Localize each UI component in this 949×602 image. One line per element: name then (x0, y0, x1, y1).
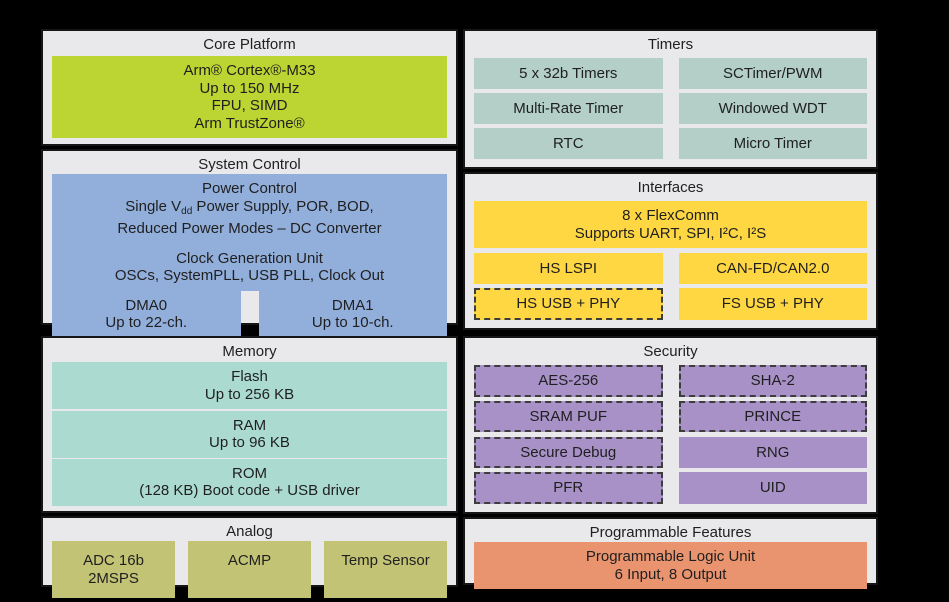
block-sram-puf: SRAM PUF (474, 400, 663, 433)
panel-title-timers: Timers (647, 36, 694, 53)
text-line: Up to 96 KB (209, 434, 290, 451)
panel-system-control: System Control Power Control Single Vdd … (41, 149, 458, 338)
block-flash: Flash Up to 256 KB (52, 362, 447, 410)
block-rom: ROM (128 KB) Boot code + USB driver (52, 458, 447, 506)
block-can-fd: CAN-FD/CAN2.0 (678, 252, 867, 284)
panel-security: Security AES-256 SHA-2 SRAM PUF PRINCE S… (463, 336, 878, 514)
block-secure-debug: Secure Debug (474, 436, 663, 469)
panel-timers: Timers 5 x 32b Timers SCTimer/PWM Multi-… (463, 29, 878, 169)
block-pfr: PFR (474, 472, 663, 504)
panel-title-programmable-features: Programmable Features (589, 524, 752, 541)
block-rtc: RTC (474, 127, 663, 160)
block-aes-256: AES-256 (474, 365, 663, 397)
panel-interfaces: Interfaces 8 x FlexComm Supports UART, S… (463, 172, 878, 330)
text-line: Supports UART, SPI, I²C, I²S (574, 224, 767, 242)
panel-memory: Memory Flash Up to 256 KB RAM Up to 96 K… (41, 336, 458, 513)
block-plu: Programmable Logic Unit 6 Input, 8 Outpu… (474, 542, 867, 589)
block-prince: PRINCE (678, 400, 867, 433)
text-line: Flash (231, 368, 268, 386)
text-line: Up to 10-ch. (311, 314, 394, 331)
text-line: Single Vdd Power Supply, POR, BOD, (125, 197, 374, 217)
text-line: Programmable Logic Unit (585, 548, 756, 565)
text-line: Up to 256 KB (204, 385, 295, 403)
block-adc: ADC 16b 2MSPS (52, 541, 175, 598)
panel-title-security: Security (643, 343, 698, 360)
text-line: Up to 150 MHz (199, 79, 300, 97)
block-power-control: Power Control Single Vdd Power Supply, P… (52, 174, 447, 244)
block-fs-usb-phy: FS USB + PHY (678, 288, 867, 320)
text-line: DMA0 (125, 296, 168, 314)
text-line: Arm TrustZone® (194, 114, 305, 132)
panel-programmable-features: Programmable Features Programmable Logic… (463, 517, 878, 589)
block-windowed-wdt: Windowed WDT (678, 92, 867, 125)
text-line: (128 KB) Boot code + USB driver (139, 482, 360, 500)
text-line: OSCs, SystemPLL, USB PLL, Clock Out (114, 267, 385, 284)
block-multirate-timer: Multi-Rate Timer (474, 92, 663, 125)
left-column: Core Platform Arm® Cortex®-M33 Up to 150… (41, 29, 458, 598)
block-hs-usb-phy: HS USB + PHY (474, 288, 663, 320)
panel-title-memory: Memory (222, 343, 277, 360)
block-clock-generation: Clock Generation Unit OSCs, SystemPLL, U… (52, 243, 447, 291)
block-ram: RAM Up to 96 KB (52, 410, 447, 458)
panel-title-core-platform: Core Platform (203, 36, 296, 53)
right-column: Timers 5 x 32b Timers SCTimer/PWM Multi-… (463, 29, 878, 593)
block-uid: UID (678, 472, 867, 504)
text-line: RAM (232, 416, 267, 434)
text-line: Power Control (201, 180, 298, 197)
panel-title-analog: Analog (226, 523, 273, 540)
block-temp-sensor: Temp Sensor (324, 541, 447, 598)
text-line: 8 x FlexComm (622, 207, 719, 225)
block-flexcomm: 8 x FlexComm Supports UART, SPI, I²C, I²… (474, 201, 867, 249)
vdd-subscript: dd (181, 205, 193, 217)
text-line: ROM (232, 464, 267, 482)
text-line: Clock Generation Unit (176, 249, 323, 267)
block-acmp: ACMP (188, 541, 311, 598)
block-dma1: DMA1 Up to 10-ch. (258, 290, 447, 338)
text-line: DMA1 (331, 296, 374, 314)
text-line: Arm® Cortex®-M33 (183, 62, 316, 79)
block-rng: RNG (678, 436, 867, 469)
block-hs-lspi: HS LSPI (474, 252, 663, 284)
block-micro-timer: Micro Timer (678, 127, 867, 160)
text-line: Reduced Power Modes – DC Converter (117, 220, 382, 237)
panel-title-interfaces: Interfaces (637, 179, 704, 196)
block-sctimer-pwm: SCTimer/PWM (678, 57, 867, 90)
panel-core-platform: Core Platform Arm® Cortex®-M33 Up to 150… (41, 29, 458, 146)
block-dma0: DMA0 Up to 22-ch. (52, 290, 241, 338)
block-cortex-m33: Arm® Cortex®-M33 Up to 150 MHz FPU, SIMD… (52, 56, 447, 138)
text-line: 6 Input, 8 Output (614, 565, 727, 583)
panel-analog: Analog ADC 16b 2MSPS ACMP Temp Sensor (41, 516, 458, 598)
block-32b-timers: 5 x 32b Timers (474, 57, 663, 90)
panel-title-system-control: System Control (198, 156, 301, 173)
block-sha-2: SHA-2 (678, 365, 867, 397)
text-line: FPU, SIMD (211, 97, 288, 114)
text-line: Up to 22-ch. (105, 314, 188, 331)
